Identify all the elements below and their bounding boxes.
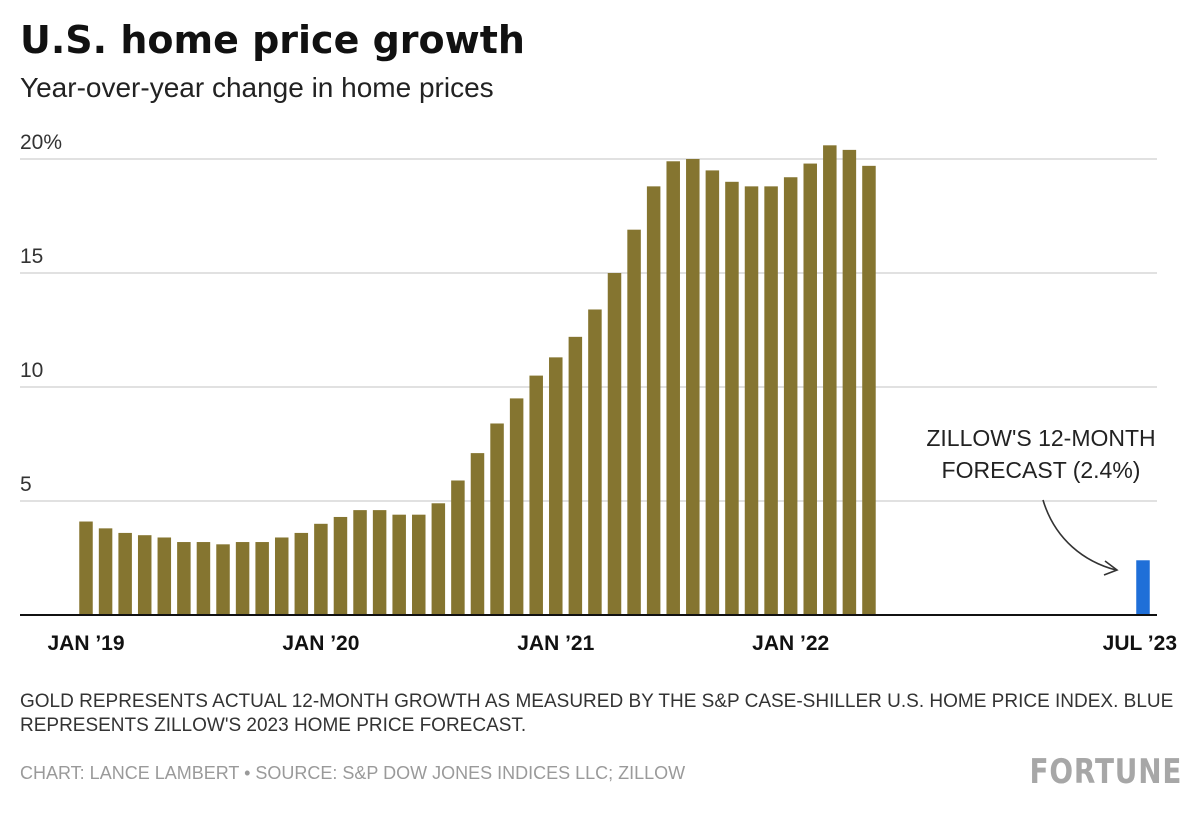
bar-actual [783, 177, 798, 616]
bar-actual [353, 510, 367, 615]
bar-actual [79, 521, 93, 615]
chart-subtitle: Year-over-year change in home prices [20, 72, 494, 103]
bar-actual [686, 159, 700, 615]
bar-actual [490, 423, 504, 615]
bar-actual [255, 542, 269, 615]
x-tick-label: JAN ’20 [282, 632, 359, 655]
bar-actual [725, 181, 739, 616]
y-tick-label: 10 [20, 359, 43, 382]
bar-actual [744, 186, 759, 616]
bar-actual [274, 537, 289, 615]
y-tick-label: 15 [20, 245, 43, 268]
bar-actual [157, 537, 172, 615]
bar-actual [196, 542, 211, 615]
bar-actual [862, 165, 876, 615]
bar-actual [118, 532, 132, 615]
annotation-arrowhead [1103, 560, 1119, 576]
chart-note: Gold represents actual 12-month growth a… [20, 691, 1174, 736]
bar-actual [372, 510, 387, 615]
bar-actual [392, 514, 406, 615]
bar-actual [823, 145, 837, 615]
x-tick-label: JAN ’19 [47, 632, 124, 655]
y-tick-label: 5 [20, 473, 32, 496]
bar-actual [803, 163, 817, 615]
bar-actual [137, 535, 152, 615]
bar-actual [470, 453, 485, 615]
x-tick-label: JUL ’23 [1103, 632, 1177, 655]
bar-actual [666, 161, 680, 615]
bar-actual [568, 336, 583, 615]
bar-actual [98, 528, 113, 615]
bar-actual [705, 170, 720, 615]
bar-actual [177, 542, 191, 615]
annotation-line-1: ZILLOW'S 12-MONTH [926, 425, 1155, 451]
y-axis-ticks: 5 10 15 20% [20, 131, 62, 496]
bar-actual [529, 375, 543, 615]
bar-actual [588, 309, 602, 615]
bar-actual [646, 186, 661, 616]
bar-actual [431, 503, 446, 615]
x-tick-label: JAN ’21 [517, 632, 594, 655]
bar-actual [216, 544, 230, 615]
chart-title: U.S. home price growth [20, 18, 525, 62]
bar-actual [842, 149, 857, 615]
y-tick-label: 20% [20, 131, 62, 154]
bar-actual [451, 480, 465, 615]
bar-actual [294, 532, 309, 615]
bar-actual [235, 542, 250, 615]
x-tick-label: JAN ’22 [752, 632, 829, 655]
x-axis-ticks: JAN ’19 JAN ’20 JAN ’21 JAN ’22 JUL ’23 [47, 632, 1177, 655]
forecast-annotation: ZILLOW'S 12-MONTH FORECAST (2.4%) [926, 425, 1156, 576]
chart-credit: CHART: LANCE LAMBERT • SOURCE: S&P DOW J… [20, 763, 686, 783]
bar-actual [314, 523, 328, 615]
bars [79, 145, 1150, 616]
bar-actual [333, 516, 348, 615]
annotation-arrow [1042, 499, 1117, 571]
bar-actual [764, 186, 778, 616]
bar-forecast [1136, 560, 1150, 615]
bar-actual [607, 273, 622, 615]
bar-actual [509, 398, 524, 615]
publisher-logo: FORTUNE [1029, 752, 1182, 792]
annotation-line-2: FORECAST (2.4%) [942, 457, 1141, 483]
bar-actual [412, 514, 426, 615]
bar-actual [549, 357, 563, 615]
bar-actual [627, 229, 641, 615]
